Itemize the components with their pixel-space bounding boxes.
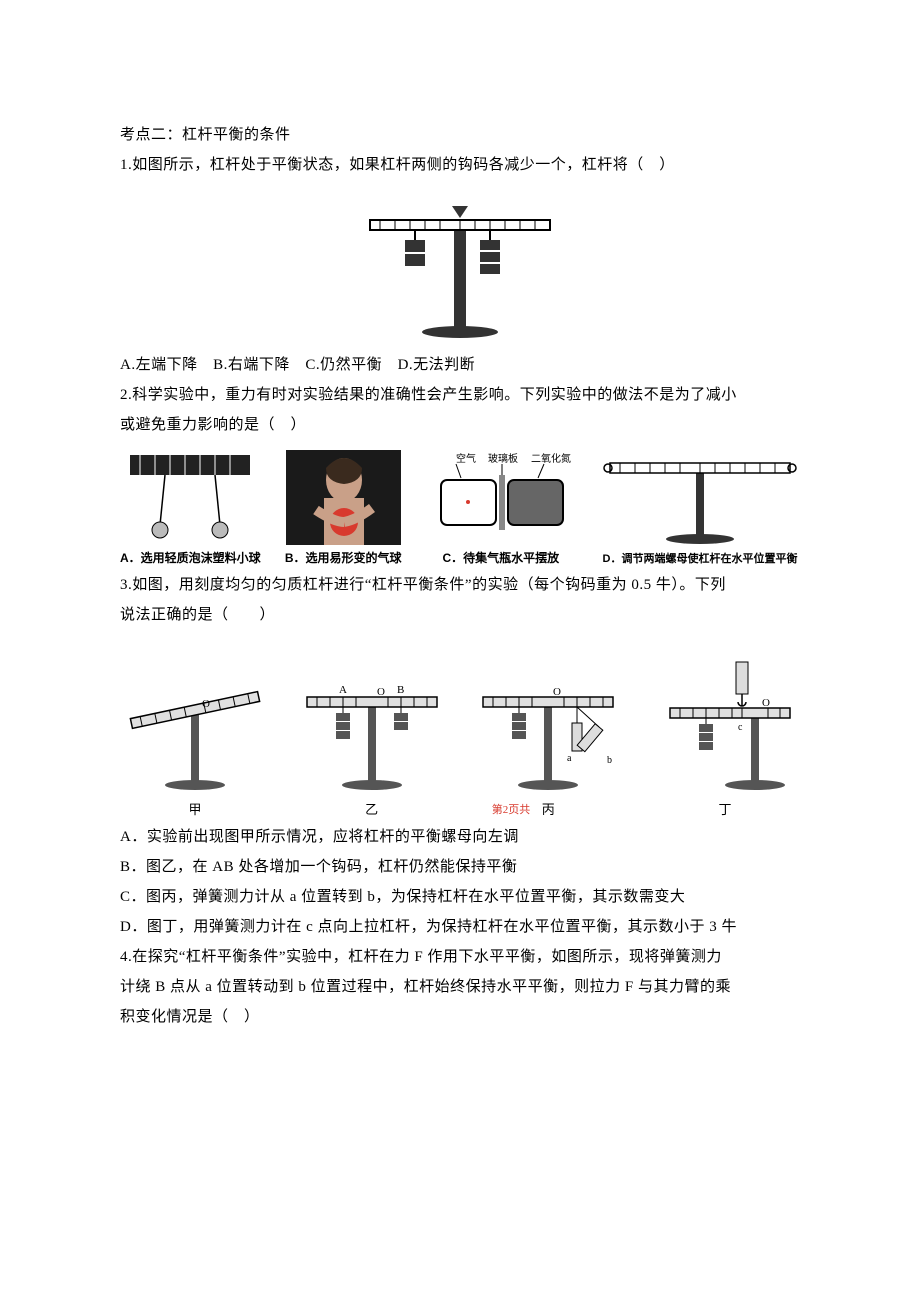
q1-options: A.左端下降 B.右端下降 C.仍然平衡 D.无法判断 bbox=[120, 350, 800, 380]
q2c-label-2: 玻璃板 bbox=[488, 452, 518, 465]
q3-bing-O: O bbox=[553, 686, 561, 698]
q2-figures: A．选用轻质泡沫塑料小球 B．选用易形变的气球 空气 玻璃板 二氧化氮 bbox=[120, 450, 800, 566]
q1-text: 1.如图所示，杠杆处于平衡状态，如果杠杆两侧的钩码各减少一个，杠杆将（ ） bbox=[120, 150, 800, 180]
q3-choice-a: A．实验前出现图甲所示情况，应将杠杆的平衡螺母向左调 bbox=[120, 822, 800, 852]
q3-yi-svg: A B O bbox=[297, 675, 447, 795]
q2-fig-d: D．调节两端螺母使杠杆在水平位置平衡 bbox=[600, 451, 800, 566]
q2-fig-b-svg bbox=[286, 450, 401, 545]
q3-ding-svg: c O bbox=[650, 660, 800, 795]
q2-fig-d-svg bbox=[600, 451, 800, 546]
q3-bing-a: a bbox=[567, 753, 572, 764]
q3-choice-b: B．图乙，在 AB 处各增加一个钩码，杠杆仍然能保持平衡 bbox=[120, 852, 800, 882]
q4-text-a: 4.在探究“杠杆平衡条件”实验中，杠杆在力 F 作用下水平平衡，如图所示，现将弹… bbox=[120, 942, 800, 972]
q3-jia-svg: O bbox=[120, 675, 270, 795]
q3-bing-svg: O a b bbox=[473, 675, 623, 795]
q3-bing-b: b bbox=[607, 755, 612, 766]
q2-cap-c: C．待集气瓶水平摆放 bbox=[442, 549, 559, 566]
q3-choice-d: D．图丁，用弹簧测力计在 c 点向上拉杠杆，为保持杠杆在水平位置平衡，其示数小于… bbox=[120, 912, 800, 942]
q2-fig-c-svg: 空气 玻璃板 二氧化氮 bbox=[426, 450, 576, 545]
q3-text-b: 说法正确的是（ ） bbox=[120, 600, 800, 630]
q3-lab-bing-wrap: 第2页共 丙 bbox=[542, 799, 555, 818]
q2-text-b: 或避免重力影响的是（ ） bbox=[120, 410, 800, 440]
q2-fig-b: B．选用易形变的气球 bbox=[285, 450, 402, 566]
q2-fig-c: 空气 玻璃板 二氧化氮 C．待集气瓶水平摆放 bbox=[426, 450, 576, 566]
q2-fig-a: A．选用轻质泡沫塑料小球 bbox=[120, 450, 261, 566]
q2-cap-b: B．选用易形变的气球 bbox=[285, 549, 402, 566]
q3-yi-A: A bbox=[339, 684, 347, 696]
q1-figure bbox=[120, 190, 800, 340]
section-title: 考点二：杠杆平衡的条件 bbox=[120, 120, 800, 150]
q2c-label-1: 空气 bbox=[456, 452, 476, 465]
q3-lab-jia: 甲 bbox=[188, 799, 201, 818]
q3-fig-jia: O 甲 bbox=[120, 675, 270, 818]
q2c-label-3: 二氧化氮 bbox=[531, 452, 571, 465]
q2-cap-a: A．选用轻质泡沫塑料小球 bbox=[120, 549, 261, 566]
q3-lab-ding: 丁 bbox=[718, 799, 731, 818]
q3-choice-c: C．图丙，弹簧测力计从 a 位置转到 b，为保持杠杆在水平位置平衡，其示数需变大 bbox=[120, 882, 800, 912]
q3-text-a: 3.如图，用刻度均匀的匀质杠杆进行“杠杆平衡条件”的实验（每个钩码重为 0.5 … bbox=[120, 570, 800, 600]
q4-text-c: 积变化情况是（ ） bbox=[120, 1002, 800, 1032]
q3-lab-bing: 丙 bbox=[542, 802, 555, 817]
q1-lever-svg bbox=[350, 190, 570, 340]
page-container: 考点二：杠杆平衡的条件 1.如图所示，杠杆处于平衡状态，如果杠杆两侧的钩码各减少… bbox=[0, 0, 920, 1302]
q3-yi-O: O bbox=[377, 686, 385, 698]
q3-fig-bing: O a b 第2页共 丙 bbox=[473, 675, 623, 818]
q4-text-b: 计绕 B 点从 a 位置转动到 b 位置过程中，杠杆始终保持水平平衡，则拉力 F… bbox=[120, 972, 800, 1002]
q2-cap-d: D．调节两端螺母使杠杆在水平位置平衡 bbox=[603, 550, 798, 566]
q2-fig-a-svg bbox=[120, 450, 260, 545]
q3-figures: O 甲 A B O bbox=[120, 660, 800, 818]
q3-ding-c: c bbox=[738, 722, 743, 733]
q3-ding-O: O bbox=[762, 697, 770, 709]
q3-watermark: 第2页共 bbox=[492, 801, 531, 817]
q3-fig-yi: A B O 乙 bbox=[297, 675, 447, 818]
q3-jia-O: O bbox=[202, 698, 210, 710]
q3-fig-ding: c O 丁 bbox=[650, 660, 800, 818]
q2-text-a: 2.科学实验中，重力有时对实验结果的准确性会产生影响。下列实验中的做法不是为了减… bbox=[120, 380, 800, 410]
q3-lab-yi: 乙 bbox=[365, 799, 378, 818]
q3-yi-B: B bbox=[397, 684, 404, 696]
